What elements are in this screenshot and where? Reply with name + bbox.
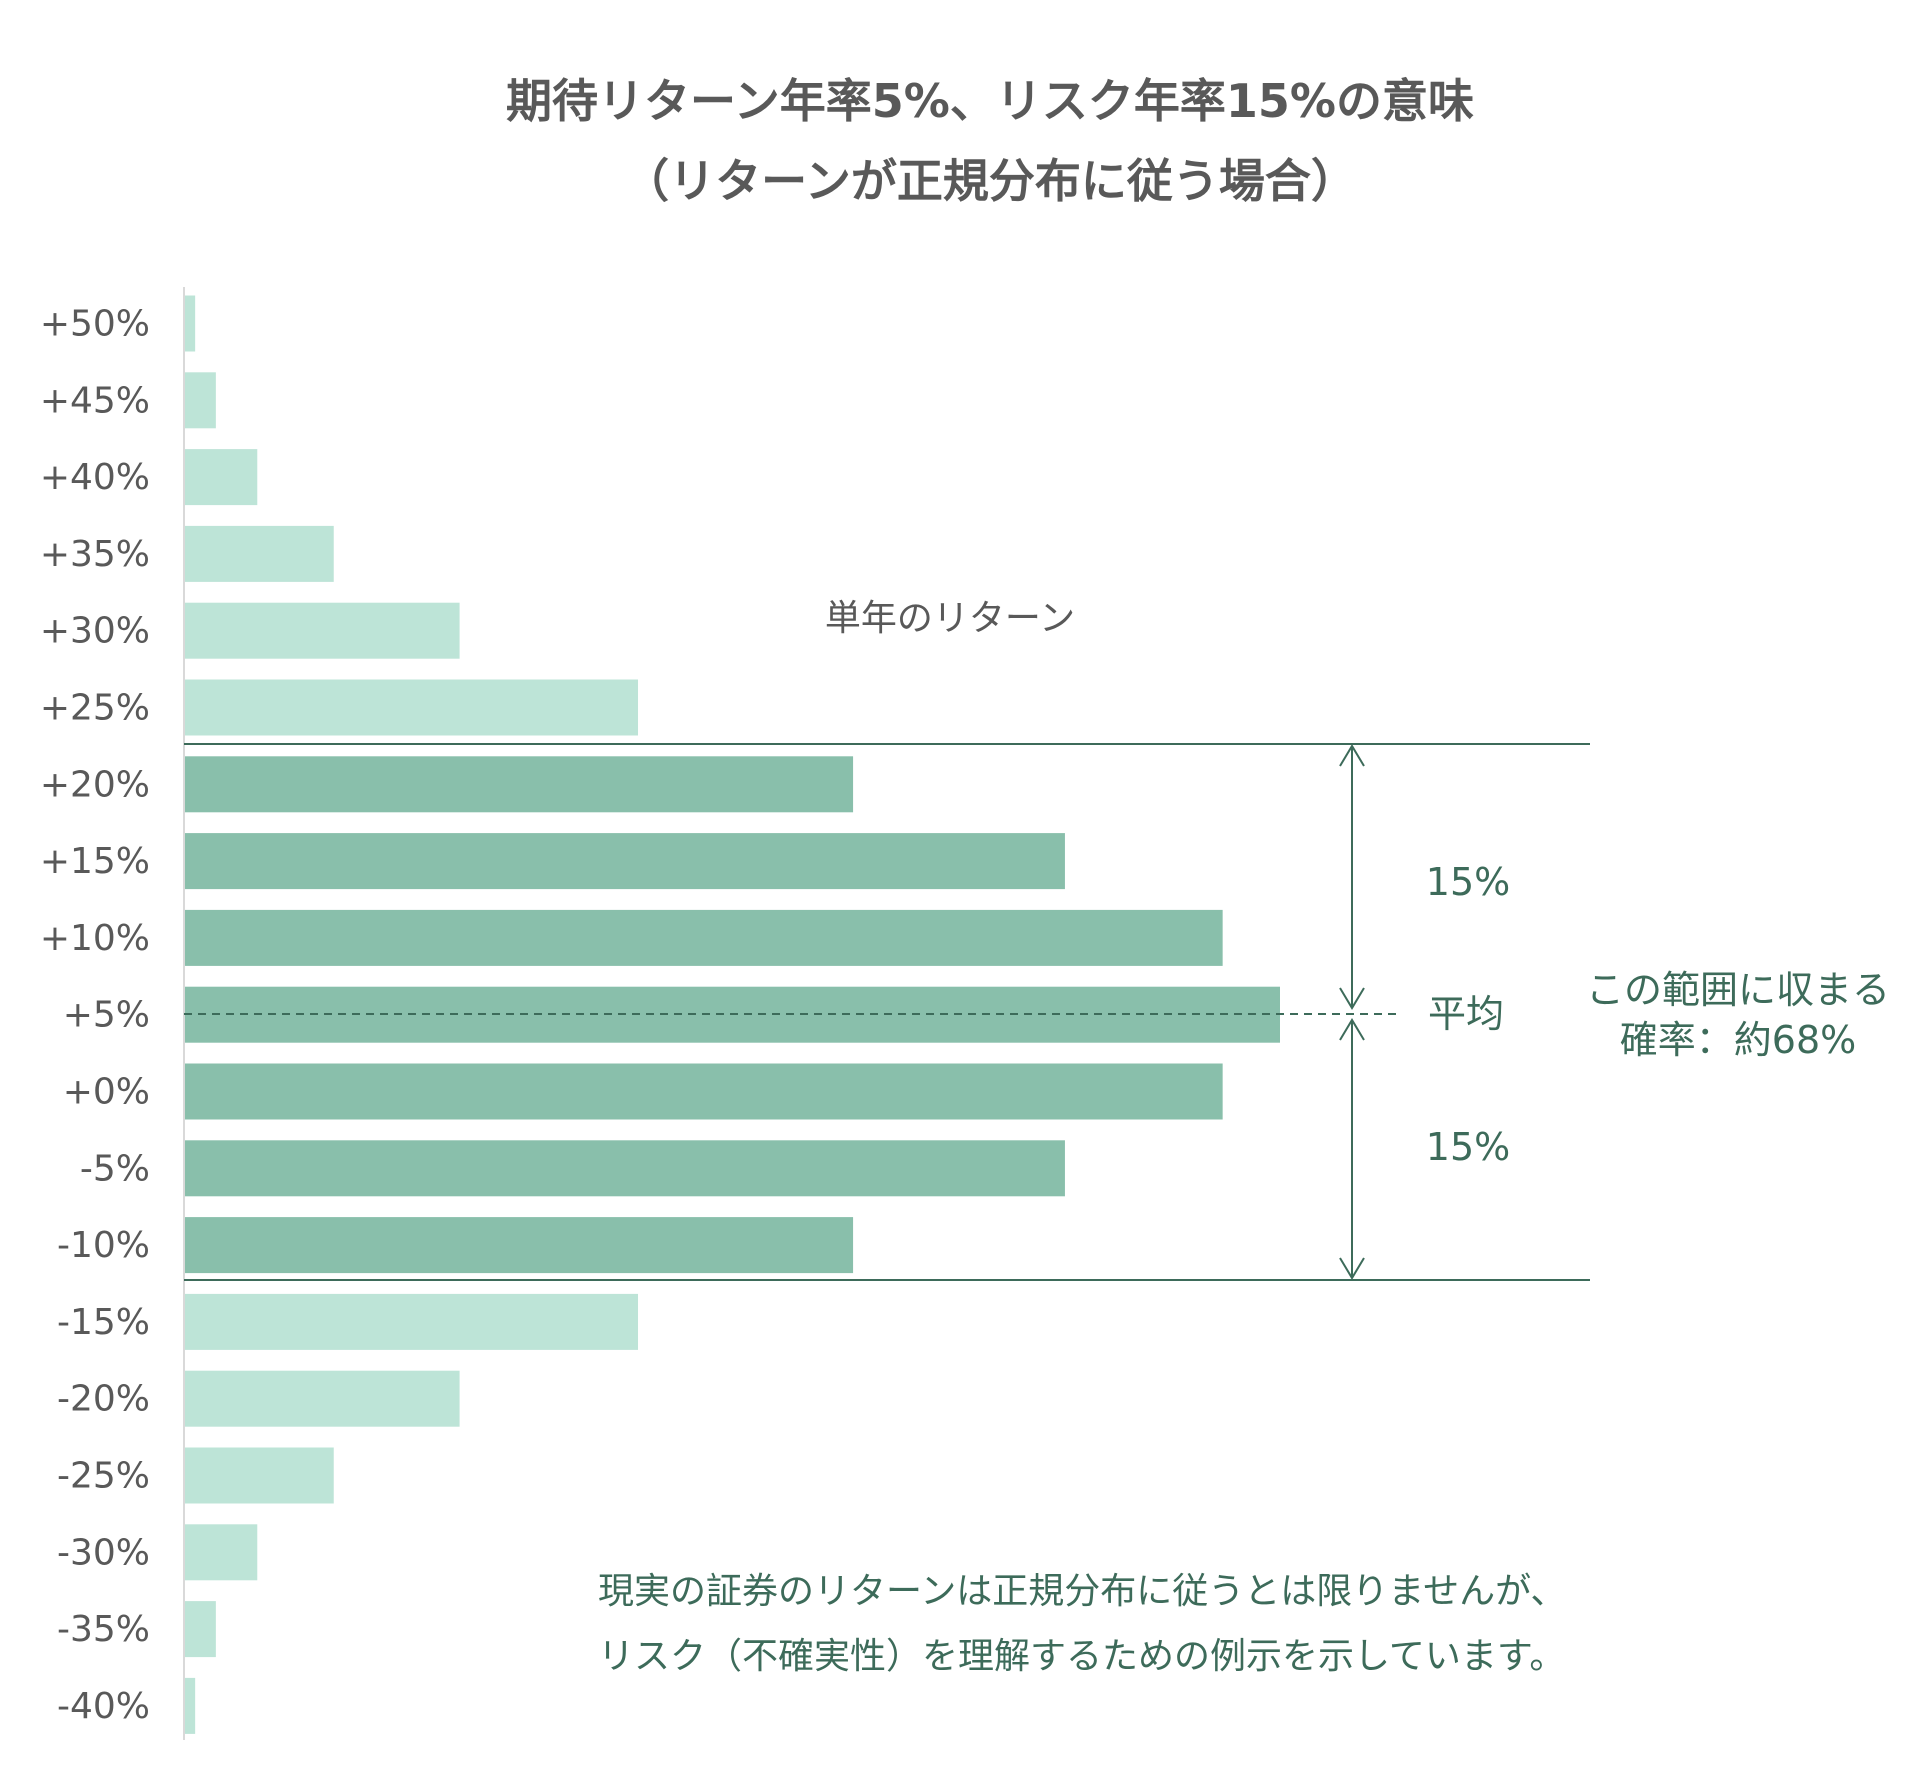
bar-+50% [184, 295, 196, 352]
bar--25% [184, 1447, 334, 1504]
y-tick-label: -15% [57, 1302, 150, 1343]
bar--10% [184, 1217, 854, 1274]
y-tick-label: -10% [57, 1225, 150, 1266]
bar-+35% [184, 525, 334, 582]
y-tick-label: -20% [57, 1379, 150, 1420]
bar--35% [184, 1601, 216, 1658]
y-tick-label: +35% [40, 534, 150, 575]
y-tick-label: +0% [63, 1072, 150, 1113]
bar--30% [184, 1524, 258, 1581]
lower-band-label: 15% [1426, 1125, 1510, 1169]
y-tick-label: -40% [57, 1686, 150, 1727]
y-tick-label: +30% [40, 611, 150, 652]
chart-title: 期待リターン年率5%、リスク年率15%の意味 [506, 74, 1474, 128]
bar--15% [184, 1293, 639, 1350]
y-tick-label: -30% [57, 1532, 150, 1573]
mean-label: 平均 [1428, 992, 1504, 1036]
y-tick-label: +10% [40, 918, 150, 959]
y-tick-label: +50% [40, 304, 150, 345]
y-tick-label: +5% [63, 995, 150, 1036]
y-tick-label: +20% [40, 764, 150, 805]
range-label-line2: 確率：約68% [1620, 1018, 1856, 1062]
note-line2: リスク（不確実性）を理解するための例示を示しています。 [598, 1636, 1565, 1677]
bar-+0% [184, 1063, 1223, 1120]
bar-+10% [184, 909, 1223, 966]
chart-subtitle: （リターンが正規分布に従う場合） [623, 154, 1357, 208]
y-tick-label: -25% [57, 1456, 150, 1497]
bar-+20% [184, 756, 854, 813]
y-tick-label: -35% [57, 1609, 150, 1650]
bar-+15% [184, 833, 1065, 890]
range-label-line1: この範囲に収まる [1586, 968, 1890, 1012]
y-tick-label: +40% [40, 457, 150, 498]
upper-band-label: 15% [1426, 860, 1510, 904]
bar-+25% [184, 679, 639, 736]
upper-band-arrow [1339, 744, 1365, 1010]
y-tick-label: +15% [40, 841, 150, 882]
bar-+30% [184, 602, 460, 659]
note-line1: 現実の証券のリターンは正規分布に従うとは限りませんが、 [598, 1571, 1566, 1612]
y-tick-label: +45% [40, 380, 150, 421]
y-tick-label: +25% [40, 688, 150, 729]
bar--20% [184, 1370, 460, 1427]
y-tick-labels: +50% +45% +40% +35% +30% +25% +20% +15% +10% +5% +… [40, 304, 150, 1727]
lower-band-arrow [1339, 1018, 1365, 1280]
series-label: 単年のリターン [825, 598, 1075, 639]
y-tick-label: -5% [80, 1148, 150, 1189]
bar--40% [184, 1677, 196, 1734]
bars-group [184, 295, 1280, 1734]
bar--5% [184, 1140, 1065, 1197]
bar-+45% [184, 372, 216, 429]
bar-+40% [184, 449, 258, 506]
